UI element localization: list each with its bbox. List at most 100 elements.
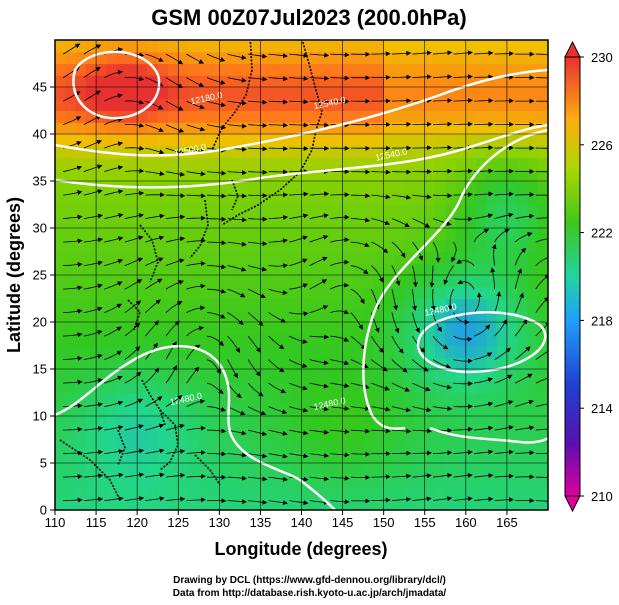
streamline (432, 335, 449, 350)
heatmap-cell (373, 333, 385, 347)
streamline (453, 216, 473, 222)
streamline (491, 243, 497, 266)
heatmap-cell (188, 310, 200, 323)
streamline (248, 193, 268, 199)
heatmap-cell (96, 416, 107, 429)
heatmap-cell (260, 369, 272, 382)
heatmap-cell (85, 427, 97, 441)
streamline (227, 335, 241, 353)
heatmap-cell (322, 51, 333, 65)
heatmap-cell (301, 228, 313, 241)
heatmap-cell (311, 157, 323, 170)
streamline (165, 124, 185, 133)
heatmap-cell (383, 310, 395, 323)
heatmap-cell (239, 216, 251, 229)
heatmap-cell (291, 263, 303, 276)
heatmap-cell (517, 416, 529, 429)
heatmap-cell (383, 439, 395, 452)
streamline (474, 401, 494, 407)
heatmap-cell (291, 181, 303, 194)
heatmap-cell (537, 40, 548, 53)
heatmap-cell (342, 451, 354, 464)
streamline (391, 169, 412, 175)
streamline (227, 241, 247, 247)
heatmap-cell (527, 369, 539, 382)
heatmap-cell (281, 110, 292, 123)
streamline (453, 121, 473, 127)
heatmap-cell (96, 134, 107, 147)
heatmap-cell (414, 157, 426, 170)
heatmap-cell (301, 286, 313, 300)
heatmap-cell (157, 463, 169, 476)
heatmap-cell (75, 416, 87, 429)
heatmap-cell (404, 463, 416, 476)
heatmap-cell (55, 416, 66, 429)
heatmap-cell (424, 298, 436, 311)
heatmap-cell (301, 157, 313, 170)
heatmap-cell (383, 98, 395, 112)
heatmap-cell (260, 228, 272, 241)
streamline (268, 359, 285, 373)
heatmap-cell (250, 310, 261, 323)
heatmap-cell (137, 286, 149, 300)
heatmap-cell (188, 63, 200, 76)
streamline (206, 382, 224, 395)
heatmap-cell (363, 181, 374, 194)
heatmap-cell (301, 345, 313, 358)
heatmap-cell (116, 75, 128, 88)
heatmap-cell (537, 204, 548, 217)
heatmap-cell (188, 275, 200, 288)
heatmap-cell (414, 416, 426, 429)
heatmap-cell (260, 239, 272, 253)
heatmap-cell (424, 134, 436, 147)
heatmap-cell (198, 286, 210, 300)
heatmap-cell (291, 63, 303, 76)
heatmap-cell (219, 192, 231, 206)
heatmap-cell (55, 87, 66, 100)
heatmap-cell (168, 122, 179, 135)
heatmap-cell (393, 145, 405, 159)
heatmap-cell (424, 110, 436, 123)
streamline (330, 259, 350, 266)
heatmap-cell (281, 63, 292, 76)
streamline (104, 236, 124, 243)
streamline (371, 406, 391, 412)
heatmap-cell (116, 357, 128, 370)
heatmap-cell (229, 275, 241, 288)
heatmap-cell (106, 239, 118, 253)
heatmap-cell (157, 204, 169, 217)
heatmap-cell (219, 63, 231, 76)
heatmap-cell (363, 192, 374, 206)
heatmap-cell (260, 380, 272, 394)
streamline (83, 67, 101, 78)
heatmap-cell (270, 322, 282, 335)
heatmap-cell (301, 439, 313, 452)
heatmap-cell (465, 404, 477, 417)
heatmap-cell (352, 192, 364, 206)
streamline (474, 98, 494, 104)
streamline (268, 215, 289, 221)
heatmap-cell (291, 228, 303, 241)
heatmap-cell (445, 369, 457, 382)
heatmap-cell (188, 298, 200, 311)
heatmap-cell (311, 192, 323, 206)
heatmap-cell (178, 498, 190, 510)
heatmap-cell (537, 451, 548, 464)
heatmap-cell (455, 427, 467, 441)
heatmap-cell (435, 392, 446, 405)
heatmap-cell (506, 322, 518, 335)
heatmap-cell (332, 474, 344, 488)
heatmap-cell (383, 204, 395, 217)
heatmap-cell (157, 192, 169, 206)
heatmap-cell (209, 181, 220, 194)
heatmap-cell (486, 310, 498, 323)
streamline (309, 452, 330, 458)
heatmap-cell (116, 416, 128, 429)
heatmap-cell (55, 98, 66, 112)
heatmap-cell (65, 322, 77, 335)
heatmap-cell (506, 451, 518, 464)
heatmap-cell (168, 145, 179, 159)
heatmap-cell (168, 333, 179, 347)
heatmap-cell (527, 63, 539, 76)
heatmap-cell (311, 451, 323, 464)
